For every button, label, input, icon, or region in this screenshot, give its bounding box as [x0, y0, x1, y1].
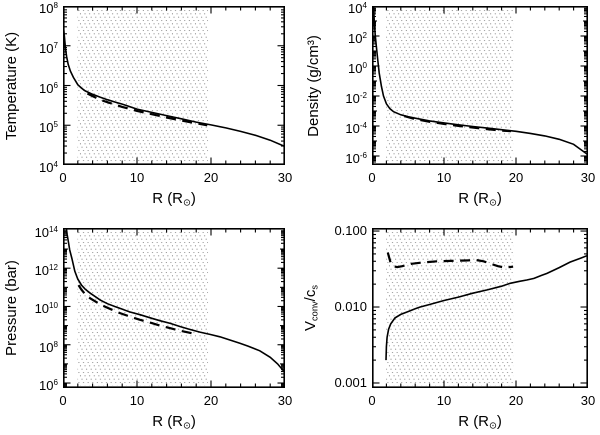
density-ytick-5: 104	[348, 0, 367, 16]
label-part: s	[309, 285, 320, 290]
label-part: ⊙	[183, 420, 191, 431]
temperature-plot-area	[63, 6, 285, 165]
density-ytick-4: 102	[348, 30, 367, 46]
exponent: 12	[49, 263, 58, 273]
vconv-dashed-curve	[386, 252, 514, 269]
label-part: R (R	[152, 190, 184, 207]
label-part: V	[302, 320, 319, 331]
temperature-xlabel: R (R⊙)	[104, 190, 244, 208]
label-part: )	[190, 190, 196, 207]
density-xtick-10: 10	[436, 170, 452, 185]
exponent: 14	[49, 224, 58, 234]
pressure-axis-border	[63, 228, 285, 388]
pressure-shaded-region	[77, 230, 209, 386]
exponent: 5	[53, 120, 58, 130]
exponent: 2	[362, 31, 367, 40]
label-part: ⊙	[489, 197, 497, 208]
temperature-dashed-curve	[86, 92, 208, 127]
exponent: 7	[53, 40, 58, 50]
temperature-ylabel: Temperature (K)	[3, 31, 20, 140]
exponent: 4	[362, 1, 367, 10]
density-ytick-0: 10-6	[345, 150, 367, 166]
label-part: )	[496, 413, 502, 430]
temperature-ytick-2: 106	[39, 80, 58, 96]
vconv-ytick-0: 0.001	[334, 374, 367, 390]
temperature-xtick-20: 20	[203, 170, 219, 185]
density-plot-area	[372, 6, 588, 165]
temperature-solid-curve	[64, 29, 284, 148]
density-ytick-3: 100	[348, 60, 367, 76]
label-part: )	[190, 413, 196, 430]
exponent: 8	[53, 1, 58, 10]
label-part: R (R	[152, 413, 184, 430]
vconv-xtick-20: 20	[508, 393, 524, 408]
vconv-ytick-1: 0.010	[334, 299, 367, 314]
vconv-shaded-region	[386, 230, 514, 386]
exponent: 6	[53, 378, 58, 388]
density-axis-border	[372, 6, 588, 165]
exponent: -4	[359, 121, 367, 130]
exponent: -6	[359, 151, 367, 160]
density-xtick-30: 30	[580, 170, 596, 185]
pressure-plot-area	[63, 228, 285, 388]
pressure-xtick-30: 30	[277, 393, 293, 408]
pressure-ylabel: Pressure (bar)	[3, 260, 20, 356]
temperature-ytick-3: 107	[39, 40, 58, 56]
vconv-xtick-0: 0	[368, 393, 376, 408]
pressure-xtick-10: 10	[129, 393, 145, 408]
vconv-xtick-10: 10	[436, 393, 452, 408]
temperature-xtick-0: 0	[59, 170, 67, 185]
label-part: )	[496, 190, 502, 207]
density-xtick-0: 0	[368, 170, 376, 185]
pressure-ytick-4: 1014	[34, 224, 58, 240]
label-part: R (R	[458, 190, 490, 207]
pressure-ytick-2: 1010	[34, 301, 58, 317]
pressure-xtick-20: 20	[203, 393, 219, 408]
temperature-axis-border	[63, 6, 285, 165]
exponent: 0	[362, 61, 367, 70]
temperature-ytick-1: 105	[39, 120, 58, 136]
temperature-ytick-0: 104	[39, 159, 58, 175]
vconv-ylabel: Vconv/cs	[302, 218, 320, 398]
temperature-ytick-4: 108	[39, 0, 58, 16]
pressure-ytick-3: 1012	[34, 263, 58, 279]
vconv-plot-area	[372, 228, 588, 388]
label-part: R (R	[458, 413, 490, 430]
temperature-xtick-10: 10	[129, 170, 145, 185]
density-ytick-2: 10-2	[345, 90, 367, 106]
exponent: 8	[53, 339, 58, 349]
vconv-xtick-30: 30	[580, 393, 596, 408]
density-ylabel: Density (g/cm³)	[305, 34, 322, 137]
density-shaded-region	[386, 8, 514, 163]
exponent: 4	[53, 160, 58, 169]
pressure-xlabel: R (R⊙)	[104, 413, 244, 431]
label-part: /c	[302, 289, 319, 302]
temperature-shaded-region	[77, 8, 209, 163]
pressure-xtick-0: 0	[59, 393, 67, 408]
exponent: 6	[53, 80, 58, 90]
exponent: -2	[359, 91, 367, 100]
label-part: conv	[309, 301, 320, 321]
density-ytick-1: 10-4	[345, 120, 367, 136]
pressure-solid-curve	[65, 229, 284, 373]
density-xlabel: R (R⊙)	[410, 190, 550, 208]
vconv-xlabel: R (R⊙)	[410, 413, 550, 431]
vconv-axis-border	[372, 228, 588, 388]
pressure-ytick-1: 108	[39, 339, 58, 355]
pressure-ytick-0: 106	[39, 378, 58, 393]
density-xtick-20: 20	[508, 170, 524, 185]
temperature-xtick-30: 30	[277, 170, 293, 185]
vconv-solid-curve	[385, 254, 587, 361]
density-dashed-curve	[404, 115, 512, 133]
exponent: 10	[49, 301, 58, 311]
label-part: ⊙	[489, 420, 497, 431]
label-part: ⊙	[183, 197, 191, 208]
vconv-ytick-2: 0.100	[334, 223, 367, 239]
